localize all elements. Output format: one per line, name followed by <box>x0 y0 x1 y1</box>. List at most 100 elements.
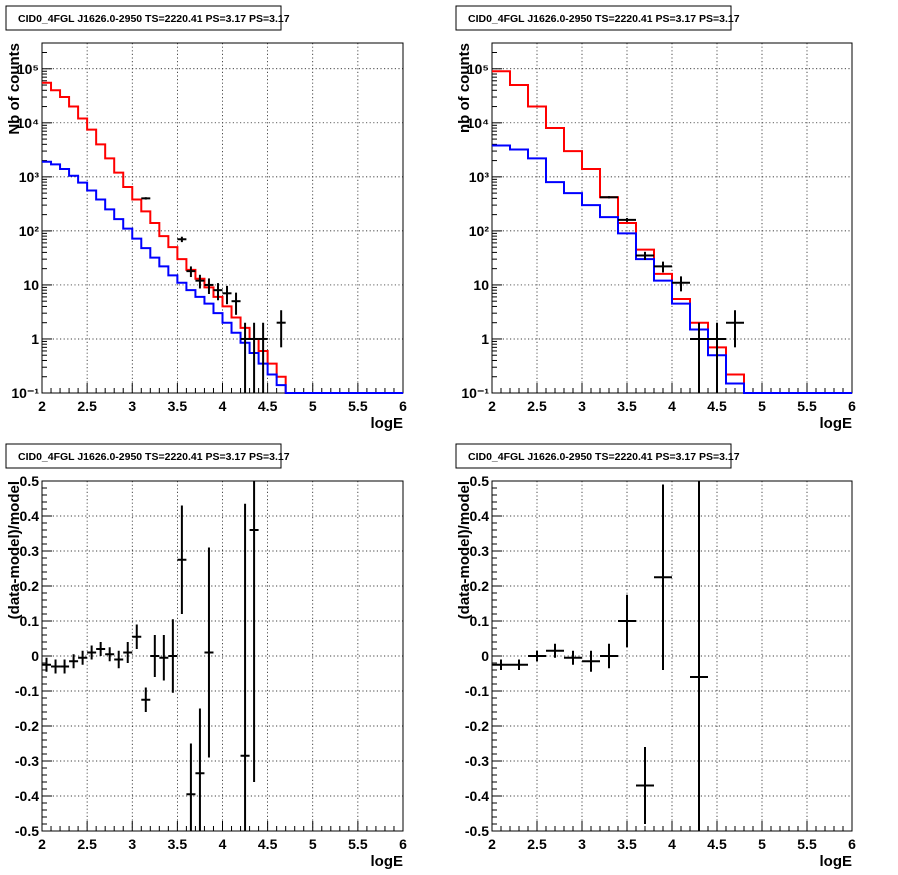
data-point <box>654 261 672 273</box>
data-point <box>546 643 564 658</box>
data-point <box>258 322 268 393</box>
data-point <box>600 643 618 669</box>
chart-panel-4: 2 2.5 3 3.5 4 4.5 5 5.5 6 -0.5 -0.4 -0.3 -0.2 -0.1 0 0.… <box>455 443 856 870</box>
data-point <box>87 645 97 660</box>
x-tick-label: 5 <box>309 836 317 852</box>
data-point <box>177 236 187 243</box>
plot-frame <box>41 42 404 394</box>
y-tick-label: 0.4 <box>20 508 40 524</box>
x-tick-label: 2.5 <box>527 398 547 414</box>
x-tick-label: 3.5 <box>617 836 637 852</box>
x-tick-label: 3 <box>578 836 586 852</box>
y-tick-label: 0.5 <box>470 473 490 489</box>
x-tick-label: 2.5 <box>77 836 97 852</box>
data-point <box>726 310 744 348</box>
title-box <box>5 5 282 31</box>
y-tick-label: 10⁵ <box>17 61 39 77</box>
data-points <box>42 481 259 831</box>
y-tick-label: -0.4 <box>15 788 39 804</box>
y-axis-label: (data-model)/model <box>6 481 23 619</box>
data-point <box>123 642 133 663</box>
y-tick-label: 1 <box>481 331 489 347</box>
y-tick-label: 10 <box>473 277 489 293</box>
title-box <box>455 443 732 469</box>
data-point <box>96 642 106 656</box>
data-point <box>564 650 582 665</box>
grid-lines <box>42 481 403 831</box>
y-tick-label: 10⁴ <box>17 115 40 131</box>
y-tick-label: 0 <box>31 648 39 664</box>
x-tick-label: 3.5 <box>617 398 637 414</box>
data-point <box>240 322 250 393</box>
y-tick-label: -0.2 <box>15 718 39 734</box>
plot-frame <box>41 480 404 832</box>
x-tick-label: 3 <box>128 836 136 852</box>
y-tick-label: 10⁴ <box>467 115 490 131</box>
x-tick-label: 4 <box>219 836 227 852</box>
y-tick-label: 1 <box>31 331 39 347</box>
data-point <box>114 650 124 669</box>
data-point <box>240 503 250 831</box>
data-point <box>42 657 52 672</box>
y-tick-label: -0.5 <box>465 823 489 839</box>
y-tick-label: 0.3 <box>20 543 40 559</box>
data-point <box>636 747 654 824</box>
data-point <box>105 647 115 662</box>
series-line-2 <box>42 160 403 394</box>
chart-title: CID0_4FGL J1626.0-2950 TS=2220.41 PS=3.1… <box>468 13 740 25</box>
data-point <box>204 278 214 294</box>
data-point <box>249 481 259 782</box>
data-point <box>231 292 241 315</box>
grid-lines <box>42 43 403 393</box>
data-point <box>213 283 223 301</box>
y-tick-label: 0.2 <box>470 578 490 594</box>
data-point <box>510 659 528 670</box>
data-point <box>582 650 600 672</box>
data-point <box>195 274 205 289</box>
x-tick-label: 4 <box>219 398 227 414</box>
x-tick-label: 3 <box>128 398 136 414</box>
y-tick-label: 10⁻¹ <box>11 385 39 401</box>
data-point <box>60 659 70 674</box>
axis-ticks <box>491 42 844 394</box>
y-tick-label: 10⁵ <box>467 61 489 77</box>
x-tick-label: 5.5 <box>348 398 368 414</box>
y-tick-label: -0.4 <box>465 788 489 804</box>
x-tick-label: 5 <box>758 398 766 414</box>
x-tick-label: 4.5 <box>258 836 278 852</box>
data-point <box>636 251 654 260</box>
x-tick-label: 2 <box>488 398 496 414</box>
chart-panel-3: 2 2.5 3 3.5 4 4.5 5 5.5 6 -0.5 -0.4 -0.3 -0.2 -0.1 0 0.… <box>5 443 407 870</box>
data-point <box>618 218 636 222</box>
x-tick-label: 2.5 <box>527 836 547 852</box>
x-tick-label: 6 <box>848 836 856 852</box>
y-axis-label: Nb of counts <box>6 43 23 135</box>
grid-lines <box>492 43 852 393</box>
x-axis-label: logE <box>820 415 853 432</box>
grid-lines <box>492 481 852 831</box>
x-tick-label: 5 <box>758 836 766 852</box>
data-point <box>492 659 510 670</box>
y-tick-label: 10² <box>469 223 490 239</box>
y-tick-label: 0.1 <box>470 613 490 629</box>
y-axis-label: (data-model)/model <box>456 481 473 619</box>
y-tick-label: 10⁻¹ <box>461 385 489 401</box>
data-points <box>600 196 744 393</box>
data-point <box>141 197 151 200</box>
plot-frame <box>491 42 853 394</box>
chart-title: CID0_4FGL J1626.0-2950 TS=2220.41 PS=3.1… <box>18 13 290 25</box>
x-tick-label: 4.5 <box>258 398 278 414</box>
data-point <box>222 285 232 305</box>
x-tick-label: 3.5 <box>168 398 188 414</box>
data-point <box>168 619 178 693</box>
data-point <box>690 322 708 393</box>
y-tick-label: -0.2 <box>465 718 489 734</box>
y-axis-label: nb of counts <box>456 43 473 133</box>
x-tick-label: 4.5 <box>707 836 727 852</box>
data-points <box>492 481 708 831</box>
y-tick-label: 0.5 <box>20 473 40 489</box>
title-box <box>455 5 732 31</box>
data-point <box>159 635 169 681</box>
data-point <box>186 743 196 831</box>
